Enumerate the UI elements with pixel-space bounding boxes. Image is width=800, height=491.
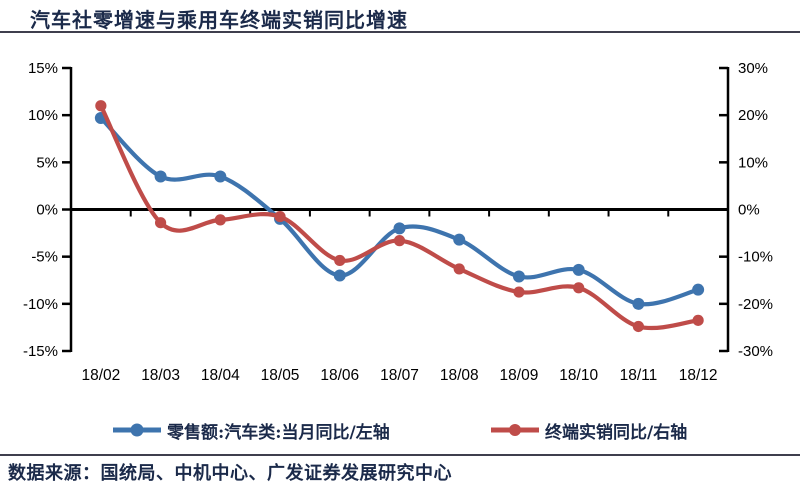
footer-divider — [0, 454, 800, 456]
data-point-retail — [692, 283, 705, 296]
data-point-retail — [512, 270, 525, 283]
x-axis-label: 18/12 — [679, 367, 718, 384]
data-point-retail — [154, 170, 167, 183]
legend-label-retail: 零售额:汽车类:当月同比/左轴 — [167, 422, 390, 443]
x-axis-label: 18/02 — [81, 367, 120, 384]
legend-item-terminal: 终端实销同比/右轴 — [490, 419, 688, 443]
x-axis-label: 18/05 — [261, 367, 300, 384]
right-axis-tick-label: 10% — [738, 154, 768, 171]
series-line-terminal — [98, 103, 701, 331]
x-axis-label: 18/10 — [559, 367, 598, 384]
x-axis-label: 18/06 — [320, 367, 359, 384]
right-axis-tick-label: -20% — [738, 296, 773, 313]
left-axis-tick-label: -5% — [31, 249, 58, 266]
legend-marker-red-icon — [491, 424, 539, 436]
left-axis-tick-label: 0% — [36, 202, 58, 219]
series-line-retail — [98, 115, 701, 307]
data-point-terminal — [632, 320, 645, 333]
data-point-retail — [393, 222, 406, 235]
data-point-retail — [572, 263, 585, 276]
x-axis-label: 18/09 — [500, 367, 539, 384]
right-axis-tick-label: 0% — [738, 202, 760, 219]
data-point-terminal — [214, 214, 226, 226]
x-axis-label: 18/03 — [141, 367, 180, 384]
chart-title: 汽车社零增速与乘用车终端实销同比增速 — [30, 8, 408, 32]
data-source-note: 数据来源：国统局、中机中心、广发证券发展研究中心 — [8, 463, 452, 484]
data-point-retail — [333, 269, 346, 282]
data-point-retail — [632, 297, 645, 310]
left-axis-tick-label: -10% — [23, 296, 58, 313]
x-axis-label: 18/04 — [201, 367, 240, 384]
data-point-terminal — [154, 217, 167, 229]
right-axis-tick-label: -10% — [738, 249, 773, 266]
left-axis-tick-label: -15% — [23, 343, 58, 360]
data-point-terminal — [692, 314, 704, 326]
right-axis-tick-label: 20% — [738, 107, 768, 124]
line-chart: 15% 10% 5% 0% -5% -10% -15% 30% 20% 10% 0% -10% -20%… — [23, 60, 773, 384]
left-axis-tick-label: 5% — [36, 154, 58, 171]
data-point-terminal — [274, 210, 286, 223]
data-point-terminal — [453, 263, 465, 275]
title-divider — [0, 31, 800, 33]
left-axis-tick-label: 15% — [28, 60, 58, 77]
data-point-retail — [214, 170, 227, 183]
x-axis-label: 18/11 — [620, 367, 658, 384]
legend-label-terminal: 终端实销同比/右轴 — [545, 422, 688, 443]
x-axis-label: 18/07 — [380, 367, 419, 384]
data-point-terminal — [513, 286, 525, 298]
legend-marker-blue-icon — [113, 423, 161, 437]
left-axis-tick-label: 10% — [28, 107, 58, 124]
right-axis-tick-label: -30% — [738, 343, 773, 360]
data-point-terminal — [573, 282, 585, 294]
x-axis-label: 18/08 — [440, 367, 479, 384]
legend-item-retail: 零售额:汽车类:当月同比/左轴 — [112, 419, 390, 443]
data-point-terminal — [393, 235, 406, 247]
data-point-terminal — [95, 100, 107, 112]
data-point-retail — [453, 233, 466, 246]
data-point-terminal — [334, 254, 346, 267]
right-axis-tick-label: 30% — [738, 60, 768, 77]
